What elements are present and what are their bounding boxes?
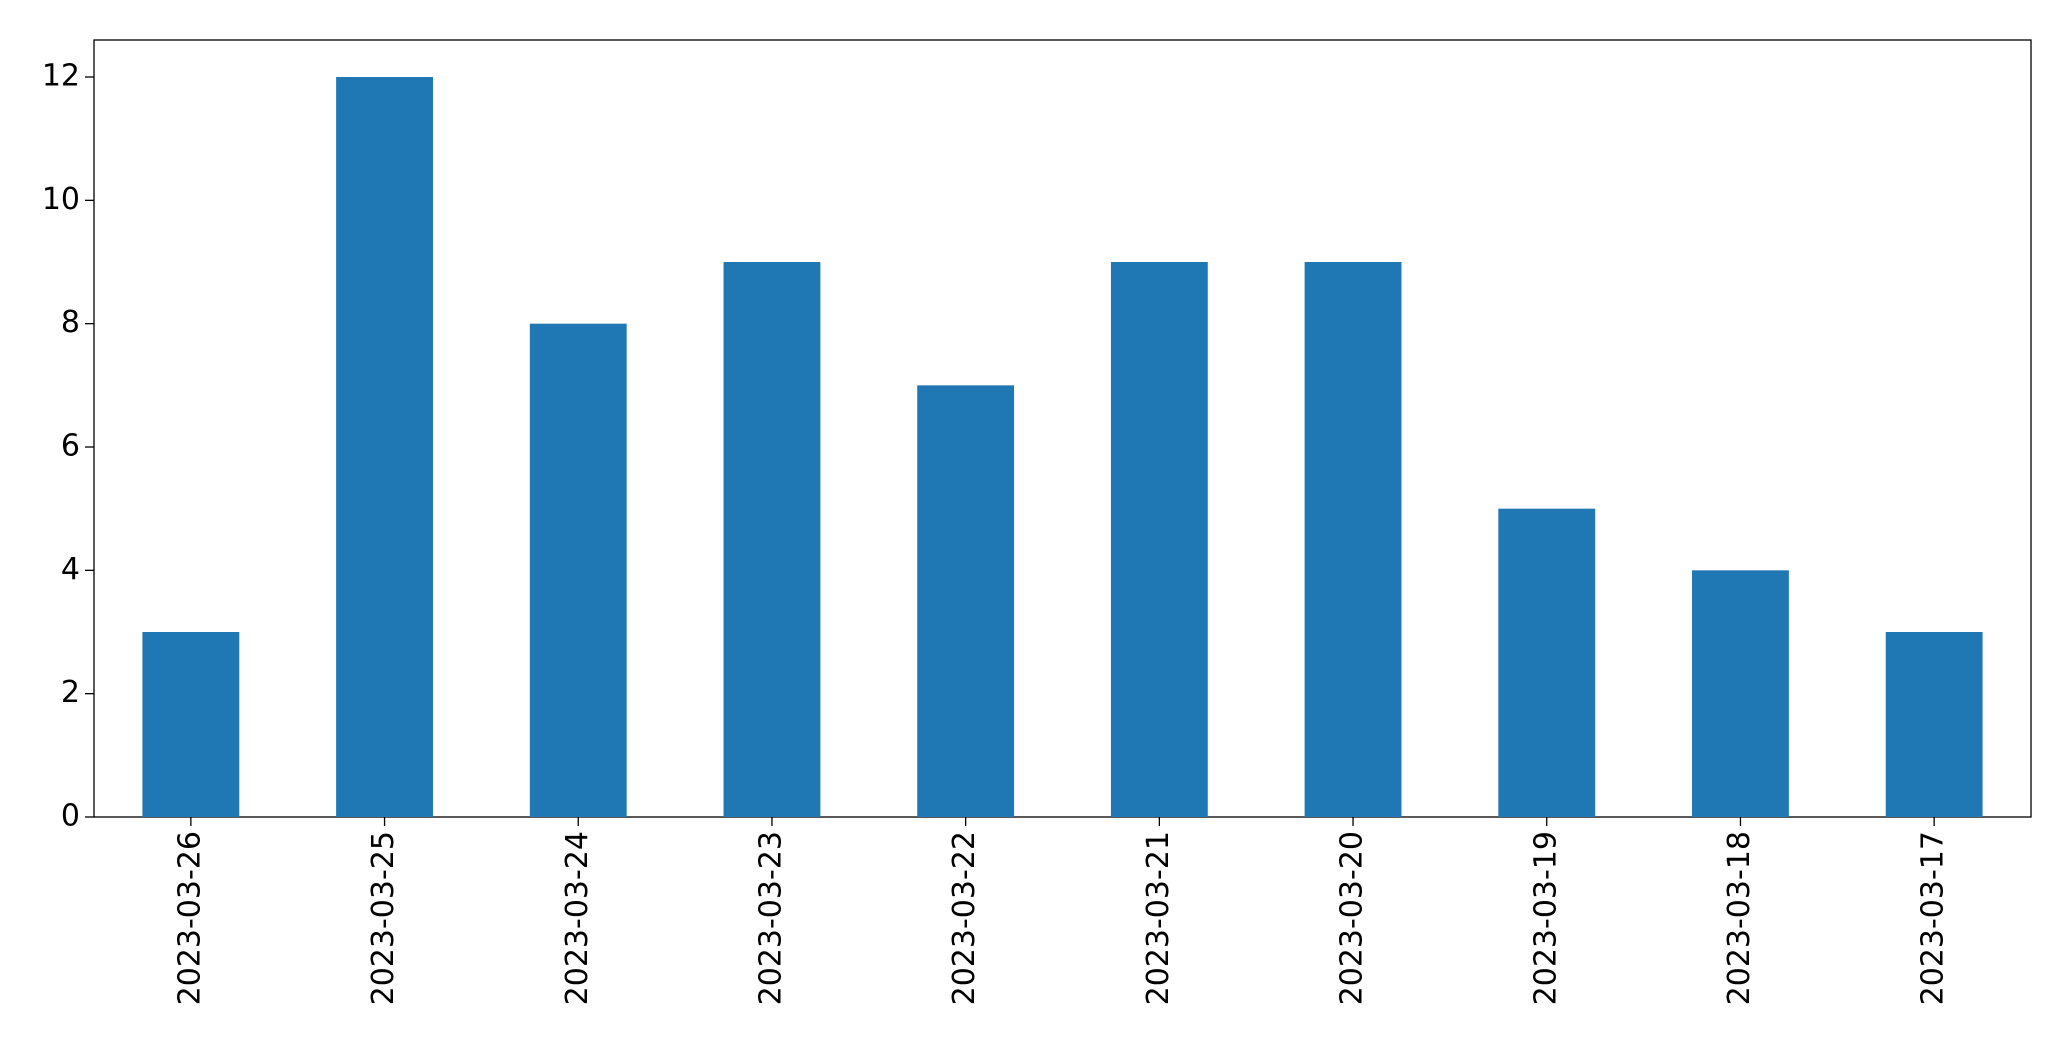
- y-tick-label: 12: [42, 59, 80, 94]
- bar: [1692, 570, 1789, 817]
- bar: [1885, 632, 1983, 817]
- x-tick-label: 2023-03-23: [753, 831, 788, 1005]
- y-tick-label: 0: [61, 799, 80, 834]
- y-tick-label: 4: [61, 552, 80, 587]
- y-tick-label: 2: [61, 675, 80, 710]
- x-tick-label: 2023-03-22: [947, 831, 982, 1005]
- y-tick-label: 8: [61, 305, 80, 340]
- bar: [1304, 262, 1402, 817]
- bar: [529, 323, 627, 817]
- x-tick-label: 2023-03-26: [172, 831, 207, 1005]
- bar: [917, 385, 1015, 817]
- x-tick-label: 2023-03-25: [366, 831, 401, 1005]
- plot-frame: [93, 39, 2032, 818]
- bar: [142, 632, 240, 817]
- x-tick-label: 2023-03-17: [1916, 831, 1951, 1005]
- y-tick-label: 6: [61, 429, 80, 464]
- x-tick-label: 2023-03-19: [1528, 831, 1563, 1005]
- x-tick-label: 2023-03-18: [1722, 831, 1757, 1005]
- bar: [336, 77, 433, 817]
- x-tick-label: 2023-03-24: [560, 831, 595, 1005]
- bar: [1498, 508, 1596, 817]
- x-tick-label: 2023-03-20: [1335, 831, 1370, 1005]
- bar: [723, 262, 821, 817]
- x-tick-label: 2023-03-21: [1141, 831, 1176, 1005]
- bar: [1110, 262, 1208, 817]
- y-tick-label: 10: [42, 182, 80, 217]
